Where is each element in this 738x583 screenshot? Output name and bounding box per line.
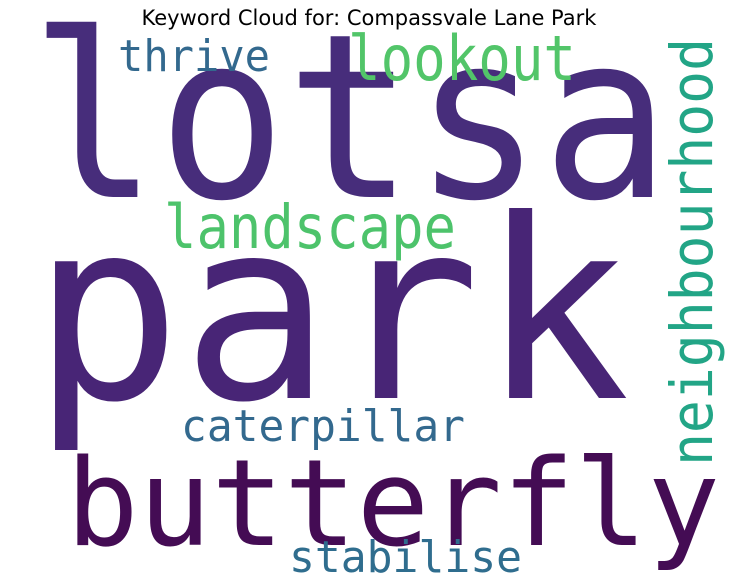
chart-title: Keyword Cloud for: Compassvale Lane Park [141, 6, 597, 30]
word-caterpillar: caterpillar [181, 401, 465, 452]
word-landscape: landscape [164, 192, 456, 263]
word-thrive: thrive [118, 31, 270, 82]
word-park: park [32, 166, 630, 457]
word-neighbourhood: neighbourhood [658, 38, 726, 466]
word-stabilise: stabilise [289, 532, 522, 583]
word-lookout: lookout [348, 22, 576, 95]
word-lotsa: lotsa [30, 0, 670, 252]
word-butterfly: butterfly [66, 435, 720, 574]
